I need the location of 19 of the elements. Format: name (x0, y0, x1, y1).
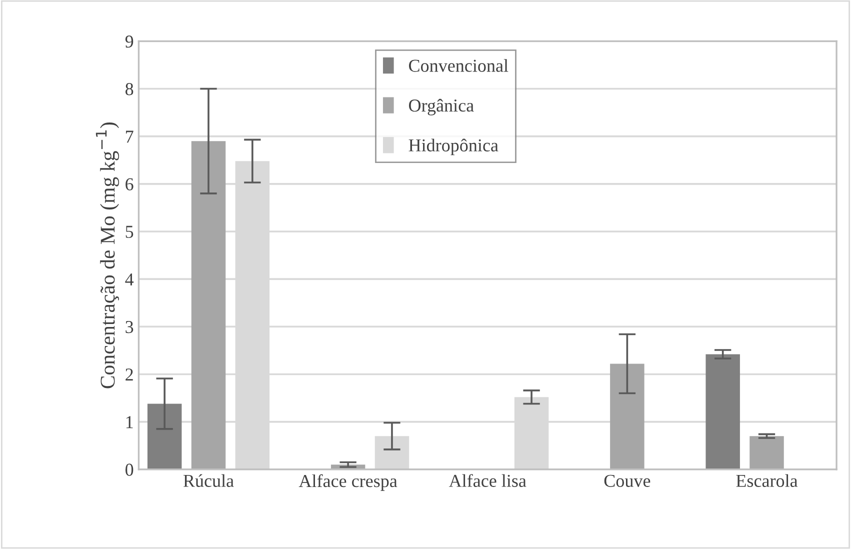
y-tick-label: 8 (126, 83, 134, 96)
y-tick-label: 1 (126, 416, 133, 428)
y-tick-label: 0 (126, 464, 134, 476)
legend-label: Hidropônica (408, 138, 498, 156)
y-tick-label: 5 (126, 226, 134, 238)
y-axis-title: Concentração de Mo (mg kg$^{−1}$) (96, 122, 120, 388)
y-tick-label: 3 (126, 320, 134, 334)
x-tick-label: Couve (604, 474, 650, 487)
y-tick-label: 9 (125, 35, 134, 48)
x-tick-label: Escarola (736, 474, 798, 487)
x-tick-label: Alface lisa (448, 474, 526, 487)
y-tick-label: 2 (126, 368, 133, 380)
legend-label: Orgânica (408, 98, 474, 116)
x-tick-label: Rúcula (183, 474, 234, 487)
y-tick-label: 6 (126, 178, 134, 190)
legend-label: Convencional (408, 59, 508, 72)
y-tick-label: 4 (125, 273, 134, 286)
y-tick-label: 7 (126, 130, 134, 143)
x-tick-label: Alface crespa (298, 474, 398, 491)
